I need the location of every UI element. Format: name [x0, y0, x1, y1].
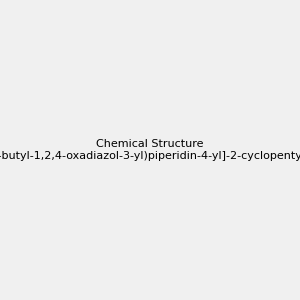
Text: Chemical Structure
N-[1-(5-tert-butyl-1,2,4-oxadiazol-3-yl)piperidin-4-yl]-2-cyc: Chemical Structure N-[1-(5-tert-butyl-1,…: [0, 139, 300, 161]
